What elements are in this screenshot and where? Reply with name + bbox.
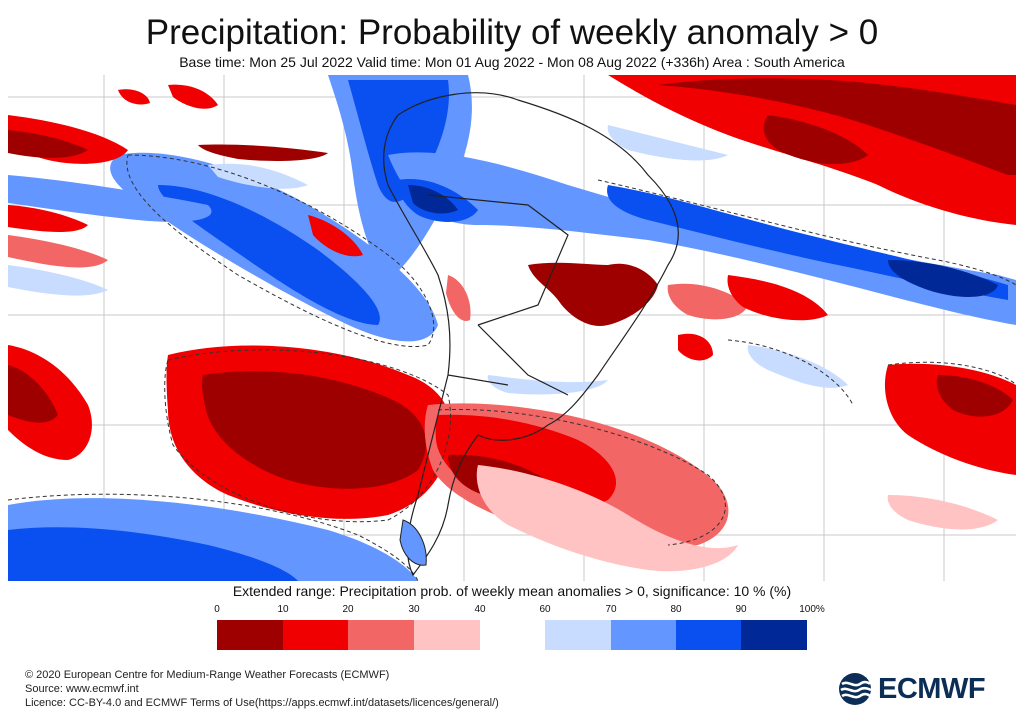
blue-anomaly-regions	[8, 75, 1016, 581]
licence-text[interactable]: Licence: CC-BY-4.0 and ECMWF Terms of Us…	[25, 697, 499, 709]
map-canvas	[8, 75, 1016, 581]
probability-map	[8, 75, 1016, 581]
ecmwf-logo-icon	[839, 673, 872, 705]
chart-title: Precipitation: Probability of weekly ano…	[145, 13, 879, 52]
legend-tick: 90	[735, 604, 747, 615]
legend-swatch-20-30	[348, 620, 414, 650]
legend-tick: 40	[474, 604, 486, 615]
legend-swatch-90-100	[741, 620, 807, 650]
footer-credits: © 2020 European Centre for Medium-Range …	[25, 668, 499, 710]
legend-tick: 30	[408, 604, 420, 615]
legend-tick: 100%	[799, 604, 825, 615]
legend-swatch-0-10	[217, 620, 283, 650]
legend-tick: 20	[342, 604, 354, 615]
legend-tick: 80	[670, 604, 682, 615]
legend-swatch-70-80	[611, 620, 677, 650]
legend-tick: 10	[277, 604, 289, 615]
continent-outline	[383, 92, 679, 577]
ecmwf-logo[interactable]: ECMWF	[838, 672, 1008, 706]
red-anomaly-regions	[8, 75, 1016, 572]
legend-swatch-80-90	[676, 620, 742, 650]
legend-swatch-10-20	[283, 620, 349, 650]
legend-title: Extended range: Precipitation prob. of w…	[232, 583, 792, 599]
coastal-islands	[399, 519, 427, 566]
legend-tick: 70	[605, 604, 617, 615]
legend-tick: 60	[539, 604, 551, 615]
legend-tick: 0	[214, 604, 220, 615]
source-link[interactable]: Source: www.ecmwf.int	[25, 683, 139, 695]
legend-swatch-60-70	[545, 620, 611, 650]
legend-swatch-30-40	[414, 620, 480, 650]
copyright-text: © 2020 European Centre for Medium-Range …	[25, 669, 390, 681]
ecmwf-logo-text: ECMWF	[878, 673, 986, 705]
significance-contours	[8, 154, 1016, 581]
chart-subtitle: Base time: Mon 25 Jul 2022 Valid time: M…	[179, 54, 845, 70]
